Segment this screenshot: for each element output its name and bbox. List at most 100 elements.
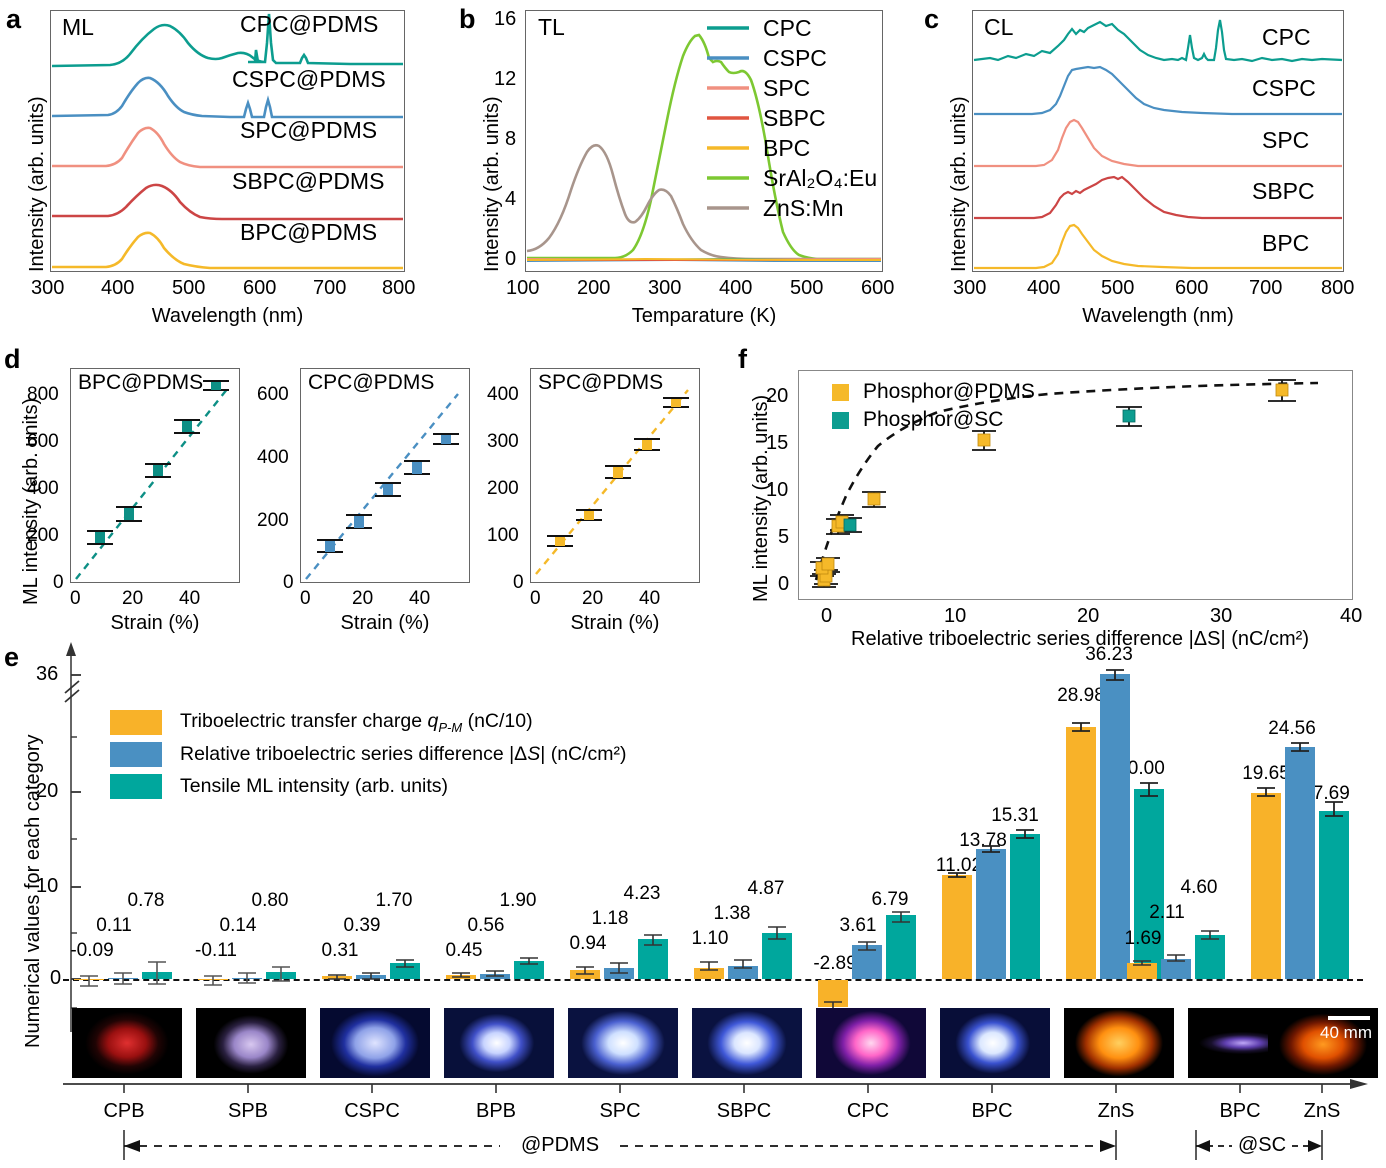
bar-znssc-charge <box>1251 793 1281 979</box>
panel-d-ytick-1-3: 600 <box>257 384 289 405</box>
panel-f-legend-item-1: Phosphor@SC <box>832 406 1035 434</box>
panel-d: d ML intensity (arb. units) BPC@PDMS 0 2… <box>0 340 720 640</box>
panel-f-markers-sc <box>843 409 1136 532</box>
panel-b-inset-label: TL <box>538 14 565 40</box>
legend-line-sral2o4eu <box>707 176 749 180</box>
panel-d-ytick-2-3: 300 <box>487 431 519 452</box>
panel-f-legend-label-1: Phosphor@SC <box>863 408 1004 431</box>
legend-swatch-series-diff <box>110 742 162 767</box>
panel-e-legend-label-1: Relative triboelectric series difference… <box>180 743 627 765</box>
panel-d-xtick-0-1: 20 <box>122 588 144 609</box>
value-label-spc-2: 4.23 <box>623 883 661 904</box>
photo-zns-pdms <box>1064 1008 1174 1078</box>
panel-f-ytick-2: 10 <box>766 479 789 501</box>
panel-c-curves <box>973 19 1343 270</box>
curve-spc-pdms <box>52 126 403 169</box>
panel-b-ylabel: Intensity (arb. units) <box>481 96 503 272</box>
bar-group-bpc-sc-bars: 1.69 2.11 4.60 <box>1125 640 1229 1040</box>
photo-bpc-pdms <box>940 1008 1050 1078</box>
panel-a-xtick-2: 500 <box>172 277 206 299</box>
panel-c-trace-label-1: CSPC <box>1252 75 1316 101</box>
panel-f-xlabel: Relative triboelectric series difference… <box>851 628 1309 650</box>
panel-b-legend-item-4: BPC <box>705 133 877 163</box>
legend-swatch-charge <box>110 710 162 735</box>
bar-cpc-ml <box>886 915 916 979</box>
panel-b-ytick-3: 12 <box>494 68 517 90</box>
panel-b-legend-item-0: CPC <box>705 13 877 43</box>
bar-group-cpb: -0.09 0.11 0.78 <box>70 640 176 1040</box>
panel-d-ylabel: ML intensity (arb. units) <box>20 397 42 605</box>
value-label-bpb-1: 0.56 <box>467 915 505 936</box>
errbars-cpc <box>824 911 910 1013</box>
value-label-spb-0: -0.11 <box>195 940 237 961</box>
panel-c-letter: c <box>924 4 940 34</box>
panel-b: b Intensity (arb. units) TL CPC CSPC SPC… <box>455 0 920 335</box>
bar-sbpc-charge <box>694 968 724 979</box>
panel-e-legend-item-2: Tensile ML intensity (arb. units) <box>110 774 627 799</box>
value-label-zns-1: 36.23 <box>1085 644 1133 665</box>
panel-d-title-2: SPC@PDMS <box>538 371 664 394</box>
panel-d-ytick-2-2: 200 <box>487 478 519 499</box>
curve-c-cspc <box>974 65 1342 116</box>
panel-f-ytick-3: 15 <box>766 432 789 454</box>
errbars-spc <box>576 934 662 975</box>
photo-cpc <box>816 1008 926 1078</box>
panel-c-xtick-4: 700 <box>1249 277 1283 299</box>
errbars-spb <box>204 966 290 986</box>
panel-d-xtick-2-2: 40 <box>639 588 661 609</box>
value-label-cspc-0: 0.31 <box>321 940 359 961</box>
curve-cspc-pdms <box>51 76 403 119</box>
panel-a: a Intensity (arb. units) ML CPC@PDMS CSP… <box>0 0 455 335</box>
panel-f-xtick-3: 30 <box>1210 605 1233 627</box>
panel-b-letter: b <box>459 4 476 34</box>
panel-e-legend-item-0: Triboelectric transfer charge qP-M (nC/1… <box>110 710 627 735</box>
panel-e-legend: Triboelectric transfer charge qP-M (nC/1… <box>110 710 627 806</box>
panel-f-scatter <box>810 379 1319 588</box>
panel-d-ytick-0-1: 200 <box>27 525 59 546</box>
panel-c-xtick-1: 400 <box>1027 277 1061 299</box>
panel-d-ytick-1-1: 200 <box>257 510 289 531</box>
bar-znssc-ml <box>1319 811 1349 979</box>
panel-b-legend-label-1: CSPC <box>763 44 827 71</box>
panel-a-letter: a <box>6 4 22 34</box>
photo-cpb <box>72 1008 182 1078</box>
panel-e-ytick-10: 10 <box>36 875 59 897</box>
bar-group-spb: -0.11 0.14 0.80 <box>195 640 300 1040</box>
value-label-bpc-0: 11.02 <box>935 855 983 876</box>
curve-c-sbpc <box>974 175 1342 220</box>
legend-line-sbpc <box>707 116 749 120</box>
panel-d-xtick-1-0: 0 <box>300 588 311 609</box>
group-label-pdms: @PDMS <box>520 1134 600 1156</box>
bar-bpb-ml <box>514 961 544 979</box>
bar-group-cpc: -2.89 3.61 6.79 <box>813 640 920 1040</box>
errbars-zns <box>1072 669 1158 797</box>
panel-b-xtick-2: 300 <box>648 277 682 299</box>
panel-c-plot-frame <box>972 10 1344 272</box>
panel-b-legend-label-4: BPC <box>763 134 811 161</box>
panel-a-xlabel: Wavelength (nm) <box>151 305 304 327</box>
bar-group-cspc: 0.31 0.39 1.70 <box>320 640 424 1040</box>
bar-bpc-series <box>976 849 1006 979</box>
panel-f-ytick-4: 20 <box>766 385 789 407</box>
panel-d-points-2 <box>535 389 689 575</box>
photo-spb <box>196 1008 306 1078</box>
errbars-bpc <box>948 829 1034 878</box>
panel-f-letter: f <box>738 344 747 374</box>
value-label-cpb-0: -0.09 <box>70 940 114 961</box>
panel-d-xlabel-1: Strain (%) <box>340 612 430 634</box>
xcat-spc: SPC <box>599 1100 641 1122</box>
panel-e-ytick-36: 36 <box>36 663 59 685</box>
panel-f-legend: Phosphor@PDMS Phosphor@SC <box>832 378 1035 434</box>
panel-e-ytick-20: 20 <box>36 780 59 802</box>
panel-b-legend: CPC CSPC SPC SBPC BPC SrAl₂O₄:Eu ZnS:Mn <box>705 13 877 223</box>
panel-b-ytick-2: 8 <box>505 128 517 150</box>
bar-group-spc: 0.94 1.18 4.23 <box>568 640 672 1040</box>
value-label-cspc-2: 1.70 <box>375 890 413 911</box>
value-label-cpc-1: 3.61 <box>839 915 877 936</box>
errbars-bpcsc <box>1133 930 1219 966</box>
bar-bpc-ml <box>1010 834 1040 979</box>
value-label-cspc-1: 0.39 <box>343 915 381 936</box>
panel-d-xtick-0-2: 40 <box>179 588 201 609</box>
curve-sral2o4-eu <box>527 33 881 261</box>
panel-b-legend-label-2: SPC <box>763 74 811 101</box>
